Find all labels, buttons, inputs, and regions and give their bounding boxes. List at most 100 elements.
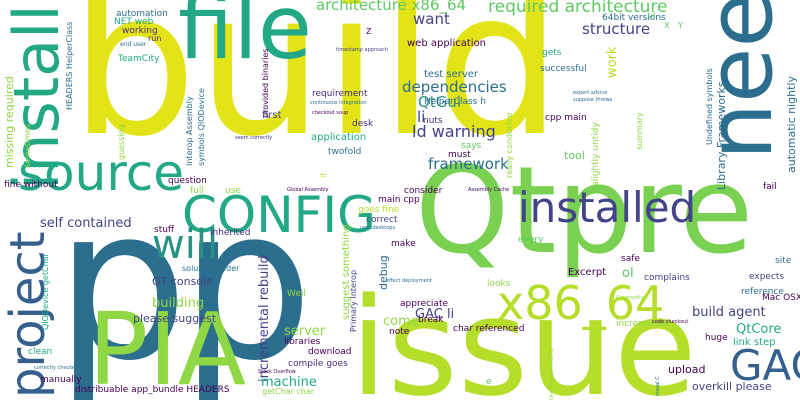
word: server xyxy=(284,324,326,339)
word: Qtpre xyxy=(415,142,754,281)
word: working xyxy=(122,26,158,36)
word: it xyxy=(319,172,328,178)
word: seem correctly xyxy=(235,135,273,141)
word: upload xyxy=(668,363,706,376)
word: required architecture xyxy=(488,0,668,17)
word: web application xyxy=(407,38,487,49)
word: dependencies xyxy=(402,78,507,96)
word: libraries xyxy=(284,337,321,347)
word: C currently xyxy=(616,295,644,301)
word: issue xyxy=(350,269,697,400)
word: structure xyxy=(582,20,651,38)
word: gets xyxy=(542,48,562,58)
word: X xyxy=(664,21,670,30)
word: make xyxy=(391,239,416,249)
word: Well xyxy=(287,289,306,299)
word: application xyxy=(311,132,367,143)
word: guessing xyxy=(117,124,126,160)
word: inherited xyxy=(210,228,251,238)
word: p xyxy=(55,162,189,400)
word: NET web xyxy=(114,17,154,27)
word: sometimes xyxy=(23,123,32,168)
word: build xyxy=(70,0,562,181)
word: looks xyxy=(487,279,511,289)
word: HEADERS HelperClass xyxy=(65,21,74,110)
word: installed xyxy=(518,183,697,232)
word: symbols QIODevice xyxy=(197,88,206,166)
word: complains xyxy=(644,273,690,283)
word: building xyxy=(152,296,205,311)
word: framework xyxy=(428,155,509,173)
word: Primary Interop xyxy=(349,269,358,332)
word: full xyxy=(190,186,204,196)
word: manually xyxy=(40,375,82,385)
word: visual C xyxy=(655,376,661,396)
word: appreciate xyxy=(400,299,449,309)
word: automatic nightly xyxy=(785,76,798,173)
word: incremental rebuild xyxy=(257,255,272,382)
word: main cpp xyxy=(378,195,420,205)
word: architecture x86_64 xyxy=(316,0,467,14)
word: solution folder xyxy=(182,264,240,273)
word: distribuable app_bundle HEADERS xyxy=(75,385,230,395)
word: end user xyxy=(120,41,147,48)
word: Z xyxy=(366,27,372,36)
word: expert advice xyxy=(573,90,608,96)
word: huge xyxy=(705,333,728,343)
word: effect deployment xyxy=(386,278,432,284)
word: twofold xyxy=(328,147,362,157)
word: code checkout xyxy=(652,319,689,325)
word: provided binaries xyxy=(261,48,270,118)
word: requirement xyxy=(312,89,368,99)
word: stuff xyxy=(154,225,175,235)
word: consider xyxy=(404,186,443,196)
word: will xyxy=(152,222,219,268)
word: automation xyxy=(116,9,168,19)
word: ld warning xyxy=(412,122,496,141)
word: link step xyxy=(733,337,776,348)
word: download xyxy=(308,347,352,357)
word: QT console xyxy=(152,275,213,288)
word: HelperClass h xyxy=(424,97,486,107)
word: note xyxy=(389,327,410,337)
word: desk xyxy=(352,119,374,129)
word: overkill please xyxy=(692,380,772,393)
word: come xyxy=(383,314,419,329)
word: Interop Assembly xyxy=(185,96,194,166)
word: correctly checked xyxy=(34,365,79,371)
word: incremental xyxy=(616,319,670,329)
word: goes fine xyxy=(358,205,400,215)
word: Global Assembly xyxy=(287,187,329,193)
word: Overflow community xyxy=(549,347,555,400)
word: every xyxy=(518,235,544,245)
word: x86_64 xyxy=(497,276,665,330)
word: reference xyxy=(741,287,784,297)
word: self contained xyxy=(40,216,132,231)
word: question xyxy=(168,176,207,186)
word: debug xyxy=(377,255,390,290)
word: getChar char xyxy=(262,387,315,396)
word: Library Frameworks xyxy=(715,81,728,190)
word: tool xyxy=(564,149,585,162)
word: continuous integration xyxy=(310,100,367,106)
word: Stack Overflow xyxy=(258,369,296,375)
word: please suggest xyxy=(133,312,217,325)
word: Y xyxy=(678,21,683,30)
word: char referenced xyxy=(453,324,525,334)
word: file xyxy=(178,0,313,79)
word: says xyxy=(461,141,482,151)
word: checkout soup xyxy=(312,110,349,116)
word: safe xyxy=(621,254,640,264)
word: Assembly Cache xyxy=(468,187,510,193)
word: expects xyxy=(749,272,785,282)
word: really conducive xyxy=(505,112,514,178)
word: correct xyxy=(366,215,398,225)
word: Excerpt xyxy=(568,267,607,278)
word: ol xyxy=(622,266,634,281)
word: slightly untidy xyxy=(591,122,601,186)
word: must xyxy=(448,150,471,160)
word: summary xyxy=(635,112,644,150)
word: cpp main xyxy=(545,113,587,123)
word: TeamCity xyxy=(118,54,160,64)
